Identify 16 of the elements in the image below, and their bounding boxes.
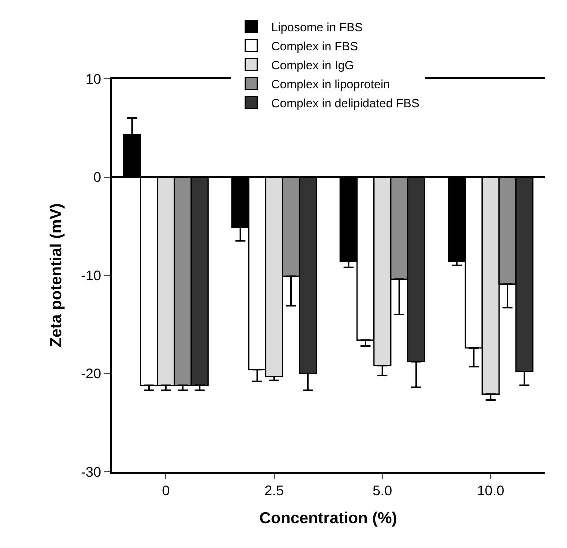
y-tick-label: 0 — [94, 169, 102, 186]
y-tick-label: -30 — [81, 464, 102, 480]
y-axis-title: Zeta potential (mV) — [48, 203, 66, 348]
legend-label: Liposome in FBS — [272, 20, 363, 34]
x-tick-label: 0 — [162, 482, 170, 499]
legend-label: Complex in IgG — [272, 58, 354, 72]
legend-label: Complex in FBS — [272, 39, 358, 54]
x-tick-label: 2.5 — [264, 482, 284, 499]
x-axis-title: Concentration (%) — [260, 510, 398, 528]
y-tick-label: 10 — [86, 70, 102, 87]
legend-label: Complex in delipidated FBS — [272, 96, 420, 110]
legend-label: Complex in lipoprotein — [272, 77, 390, 92]
y-tick-label: -10 — [81, 267, 102, 284]
x-tick-label: 10.0 — [477, 482, 505, 499]
x-tick-label: 5.0 — [372, 482, 393, 499]
y-tick-label: -20 — [81, 366, 102, 382]
